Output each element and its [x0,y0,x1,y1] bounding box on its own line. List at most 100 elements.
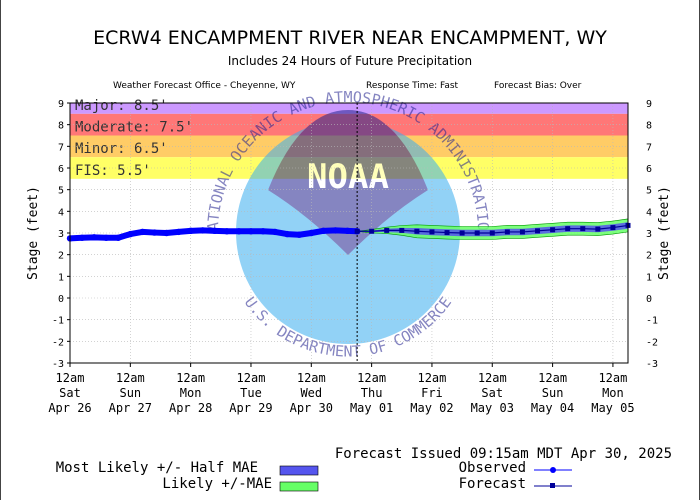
x-tick-day: Mon [602,386,624,400]
noaa-center-text: NOAA [307,157,389,197]
x-tick-day: Sat [481,386,503,400]
observed-point [199,227,206,234]
observed-point [175,228,182,236]
observed-point [283,230,291,238]
x-tick-date: May 04 [531,401,574,415]
x-tick-time: 12am [478,371,507,385]
legend-half-mae-label: Most Likely +/- Half MAE [56,460,258,476]
forecast-point [504,229,510,235]
forecast-point [519,229,525,235]
x-tick-time: 12am [598,371,627,385]
observed-point [102,234,110,241]
chart-series [66,218,631,242]
noaa-watermark: NOAA NATIONAL OCEANIC AND ATMOSPHERIC AD… [0,0,492,361]
y-tick-label-left: -3 [52,359,64,370]
x-tick-day: Fri [421,386,443,400]
x-tick-date: May 05 [591,401,634,415]
x-tick-day: Sun [542,386,564,400]
forecast-point [369,228,375,234]
y-tick-label-left: -1 [52,316,64,327]
observed-point [127,230,134,238]
chart-title: ECRW4 ENCAMPMENT RIVER NEAR ENCAMPMENT, … [93,27,607,49]
y-tick-label-right: 0 [646,294,652,305]
forecast-point [354,228,360,234]
y-tick-label-left: 5 [58,186,64,197]
half-mae-band [357,222,628,237]
forecast-point [384,227,390,233]
y-tick-label-left: 2 [58,251,64,262]
x-tick-date: May 03 [471,401,514,415]
observed-point [90,234,98,241]
observed-point [320,227,327,235]
x-tick-date: Apr 27 [109,401,152,415]
chart-axes: -3 -3-2 -2-1 -10 01 12 23 34 45 56 67 78 89 912amSatA… [48,99,658,415]
y-tick-label-right: 5 [646,186,652,197]
observed-point [235,228,243,235]
observed-point [151,229,158,236]
y-tick-label-left: 0 [58,294,64,305]
flood-band-label-2: Minor: 6.5' [75,141,168,157]
y-tick-label-right: 4 [646,207,652,218]
forecast-point [459,230,465,236]
y-tick-label-right: 7 [646,142,652,153]
flood-band-0 [70,103,628,114]
observed-point [211,227,218,235]
observed-point [187,227,194,235]
forecast-point [444,230,450,236]
y-tick-label-right: 3 [646,229,652,240]
x-tick-day: Mon [180,386,202,400]
forecast-point [550,227,556,233]
y-tick-label-left: 1 [58,272,64,283]
observed-point [163,229,170,237]
x-tick-date: Apr 29 [229,401,272,415]
observed-point [344,227,351,235]
forecast-bias: Forecast Bias: Over [494,81,582,91]
observed-point [296,231,303,238]
forecast-point [565,226,571,232]
x-tick-day: Sat [59,386,81,400]
y-tick-label-left: -2 [52,337,64,348]
flood-band-label-3: FIS: 5.5' [75,163,151,179]
response-time: Response Time: Fast [366,81,459,91]
x-tick-time: 12am [116,371,145,385]
y-tick-label-left: 6 [58,164,64,175]
forecast-office: Weather Forecast Office - Cheyenne, WY [113,81,296,91]
y-tick-label-right: 6 [646,164,652,175]
y-tick-label-left: 7 [58,142,64,153]
x-tick-date: May 02 [410,401,453,415]
y-tick-label-left: 4 [58,207,64,218]
x-tick-day: Wed [300,386,322,400]
x-tick-day: Tue [240,386,262,400]
y-tick-label-right: -1 [646,316,658,327]
y-tick-label-left: 9 [58,99,64,110]
y-axis-label-right: Stage (feet) [657,186,672,280]
x-tick-date: Apr 30 [290,401,333,415]
observed-point [139,228,146,236]
flood-band-label-1: Moderate: 7.5' [75,120,193,136]
observed-point [115,234,122,241]
y-tick-label-left: 3 [58,229,64,240]
forecast-point [399,227,405,233]
forecast-point [414,228,420,234]
observed-point [332,227,339,234]
forecast-point [580,226,586,232]
y-tick-label-right: -3 [646,359,658,370]
observed-point [259,228,267,235]
observed-point [78,234,86,241]
y-tick-label-right: 2 [646,251,652,262]
observed-point [271,228,279,236]
y-tick-label-right: 1 [646,272,652,283]
x-tick-time: 12am [297,371,326,385]
legend-observed-marker [550,467,556,473]
x-tick-time: 12am [357,371,386,385]
observed-point [247,228,255,235]
x-tick-time: 12am [176,371,205,385]
x-tick-day: Thu [361,386,383,400]
y-tick-label-right: 8 [646,121,652,132]
y-tick-label-right: 9 [646,99,652,110]
x-tick-date: May 01 [350,401,393,415]
x-tick-time: 12am [417,371,446,385]
observed-point [308,229,315,237]
forecast-point [474,230,480,236]
